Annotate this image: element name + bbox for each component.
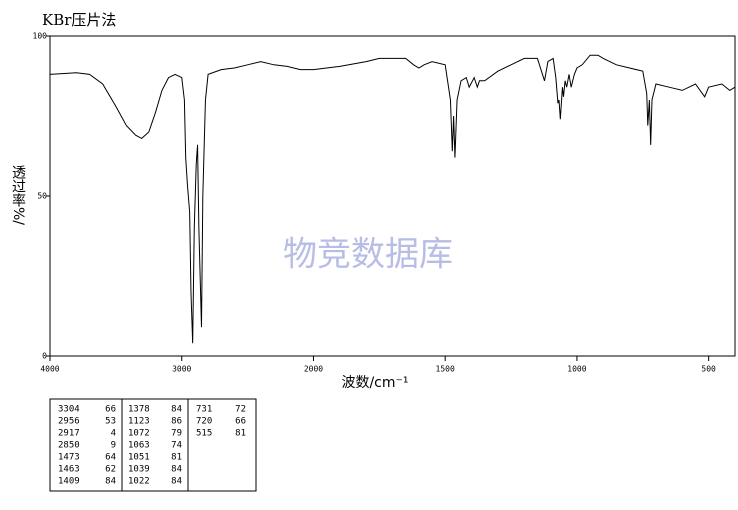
peak-transmittance: 81 bbox=[235, 429, 246, 439]
peak-wavenumber: 731 bbox=[196, 405, 212, 415]
peak-transmittance: 64 bbox=[105, 453, 116, 463]
peak-transmittance: 62 bbox=[105, 465, 116, 475]
peak-transmittance: 4 bbox=[111, 429, 116, 439]
peak-transmittance: 79 bbox=[171, 429, 182, 439]
peak-wavenumber: 515 bbox=[196, 429, 212, 439]
x-axis-label: 波数/cm⁻¹ bbox=[341, 375, 408, 391]
peak-wavenumber: 2850 bbox=[58, 441, 80, 451]
peak-wavenumber: 2917 bbox=[58, 429, 80, 439]
peak-wavenumber: 1409 bbox=[58, 477, 80, 487]
peak-transmittance: 9 bbox=[111, 441, 116, 451]
peak-wavenumber: 1123 bbox=[128, 417, 150, 427]
peak-transmittance: 84 bbox=[171, 465, 182, 475]
plot-frame bbox=[49, 35, 736, 357]
chart-title: KBr压片法 bbox=[42, 11, 116, 29]
peak-wavenumber: 1039 bbox=[128, 465, 150, 475]
peak-wavenumber: 1063 bbox=[128, 441, 150, 451]
peak-transmittance: 84 bbox=[171, 405, 182, 415]
x-tick-label: 3000 bbox=[172, 365, 191, 374]
peak-transmittance: 86 bbox=[171, 417, 182, 427]
peak-wavenumber: 1051 bbox=[128, 453, 150, 463]
peak-transmittance: 66 bbox=[105, 405, 116, 415]
peak-transmittance: 72 bbox=[235, 405, 246, 415]
y-axis-label: 透过率%/ bbox=[10, 165, 26, 225]
peak-transmittance: 74 bbox=[171, 441, 182, 451]
peak-wavenumber: 1022 bbox=[128, 477, 150, 487]
peak-transmittance: 81 bbox=[171, 453, 182, 463]
spectrum-line bbox=[49, 54, 736, 344]
y-tick-label: 50 bbox=[37, 192, 47, 201]
y-tick-label: 0 bbox=[42, 352, 47, 361]
peak-wavenumber: 720 bbox=[196, 417, 212, 427]
y-tick-label: 100 bbox=[33, 32, 48, 41]
peak-table-frame bbox=[49, 398, 257, 492]
peak-wavenumber: 1473 bbox=[58, 453, 80, 463]
x-tick-label: 2000 bbox=[304, 365, 323, 374]
peak-transmittance: 84 bbox=[105, 477, 116, 487]
x-tick-label: 500 bbox=[701, 365, 716, 374]
peak-transmittance: 53 bbox=[105, 417, 116, 427]
peak-wavenumber: 1072 bbox=[128, 429, 150, 439]
x-tick-label: 1000 bbox=[567, 365, 586, 374]
peak-transmittance: 84 bbox=[171, 477, 182, 487]
peak-wavenumber: 1463 bbox=[58, 465, 80, 475]
peak-wavenumber: 1378 bbox=[128, 405, 150, 415]
watermark: 物竞数据库 bbox=[283, 235, 453, 275]
x-tick-label: 4000 bbox=[40, 365, 59, 374]
peak-wavenumber: 2956 bbox=[58, 417, 80, 427]
peak-wavenumber: 3304 bbox=[58, 405, 80, 415]
peak-transmittance: 66 bbox=[235, 417, 246, 427]
x-tick-label: 1500 bbox=[436, 365, 455, 374]
